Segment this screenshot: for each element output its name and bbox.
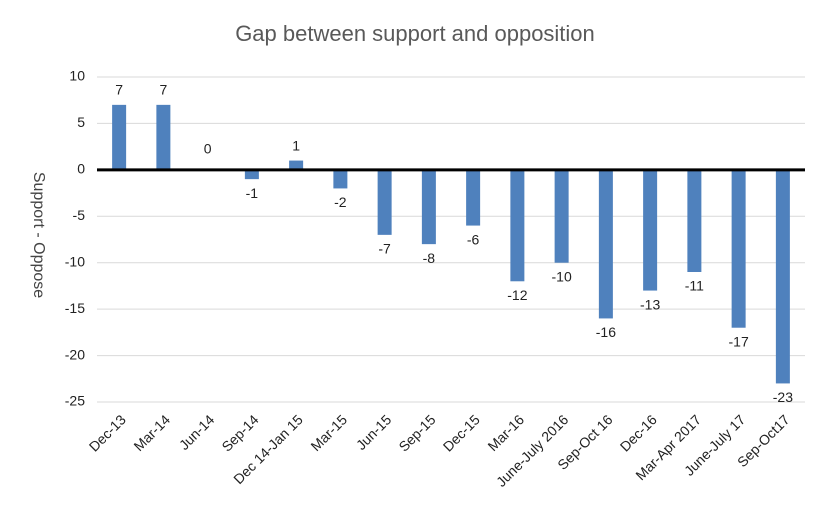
bar (377, 169, 392, 235)
y-axis-label: Support - Oppose (30, 172, 47, 298)
bar (112, 104, 127, 170)
x-tick-label: Dec-16 (617, 411, 660, 454)
data-label: 1 (292, 137, 300, 153)
x-tick-label: Mar-16 (484, 411, 527, 454)
bar (289, 160, 304, 170)
y-tick-label: -25 (65, 393, 85, 409)
bar (421, 169, 436, 245)
data-label: -12 (507, 287, 527, 303)
x-tick-label: Dec-13 (86, 411, 129, 454)
bar (244, 169, 259, 180)
x-tick-label: Sep-14 (218, 411, 261, 454)
bar (598, 169, 613, 319)
x-tick-label: Sep-15 (395, 411, 438, 454)
data-label: -16 (596, 324, 616, 340)
data-label: -2 (334, 194, 347, 210)
bar (643, 169, 658, 291)
bar (731, 169, 746, 328)
x-tick-label: Jun-14 (176, 411, 218, 453)
data-label: -10 (552, 268, 572, 284)
data-label: -1 (246, 185, 259, 201)
y-tick-label: -15 (65, 300, 85, 316)
data-label: 7 (115, 82, 123, 98)
x-tick-label: Mar-14 (130, 411, 173, 454)
data-label: 0 (204, 141, 212, 157)
y-tick-label: 0 (77, 161, 85, 177)
bar (687, 169, 702, 272)
data-label: -6 (467, 231, 480, 247)
data-label: -7 (378, 241, 391, 257)
y-tick-label: 5 (77, 114, 85, 130)
bar (554, 169, 569, 263)
data-label: -8 (423, 250, 436, 266)
y-tick-label: -5 (73, 207, 86, 223)
x-tick-label: Dec-15 (440, 411, 483, 454)
bar (466, 169, 481, 226)
y-tick-label: -20 (65, 346, 85, 362)
bar (775, 169, 790, 384)
y-tick-label: -10 (65, 253, 85, 269)
x-tick-label: Jun-15 (353, 411, 395, 453)
bar (333, 169, 348, 189)
x-tick-label: Mar-15 (307, 411, 350, 454)
bar (510, 169, 525, 282)
y-tick-label: 10 (69, 68, 85, 84)
data-label: -11 (685, 278, 704, 294)
data-label: -13 (640, 296, 660, 312)
data-label: 7 (159, 82, 167, 98)
bar (156, 104, 171, 170)
data-label: -17 (729, 333, 749, 349)
data-label: -23 (773, 389, 793, 405)
chart-title: Gap between support and opposition (235, 21, 595, 46)
